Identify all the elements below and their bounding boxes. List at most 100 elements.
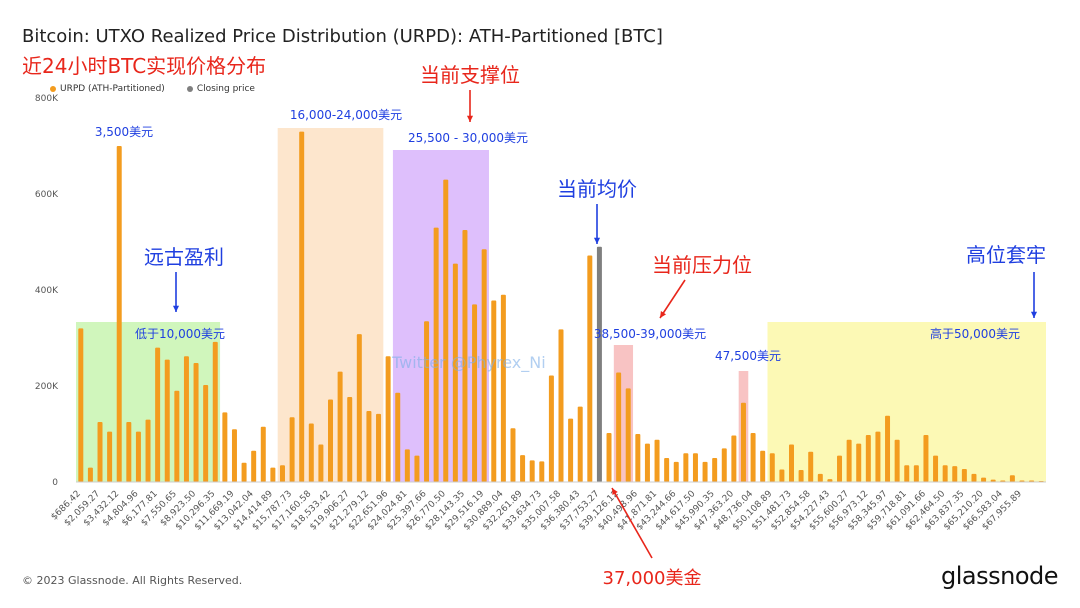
urpd-bar[interactable] (260, 426, 266, 482)
urpd-bar[interactable] (203, 385, 209, 482)
urpd-bar[interactable] (174, 390, 180, 482)
urpd-bar[interactable] (87, 467, 93, 482)
urpd-bar[interactable] (644, 443, 650, 482)
urpd-bar[interactable] (846, 439, 852, 482)
urpd-bar[interactable] (443, 179, 449, 482)
urpd-bar[interactable] (299, 131, 305, 482)
urpd-bar[interactable] (692, 453, 698, 482)
urpd-bar[interactable] (971, 473, 977, 482)
urpd-bar[interactable] (164, 359, 170, 482)
urpd-bar[interactable] (376, 413, 382, 482)
urpd-bar[interactable] (356, 334, 362, 482)
urpd-bar[interactable] (673, 461, 679, 482)
arrow-pressure-head (660, 311, 667, 318)
urpd-bar[interactable] (116, 146, 122, 482)
urpd-bar[interactable] (414, 455, 420, 482)
urpd-bar[interactable] (587, 255, 593, 482)
urpd-bar[interactable] (107, 431, 113, 482)
urpd-bar[interactable] (78, 328, 84, 482)
urpd-bar[interactable] (424, 321, 430, 482)
urpd-bar[interactable] (961, 469, 967, 482)
urpd-bar[interactable] (337, 371, 343, 482)
urpd-bar[interactable] (212, 341, 218, 482)
urpd-bar[interactable] (837, 455, 843, 482)
urpd-bar[interactable] (606, 433, 612, 482)
urpd-bar[interactable] (683, 453, 689, 482)
urpd-bar[interactable] (289, 417, 295, 482)
urpd-bar[interactable] (740, 402, 746, 482)
urpd-bar[interactable] (1009, 475, 1015, 482)
legend-item-closing[interactable]: Closing price (186, 84, 255, 94)
urpd-bar[interactable] (721, 448, 727, 482)
urpd-bar[interactable] (462, 230, 468, 482)
urpd-bar[interactable] (433, 227, 439, 482)
urpd-bar[interactable] (577, 406, 583, 482)
urpd-bar[interactable] (913, 465, 919, 482)
urpd-bar[interactable] (702, 461, 708, 482)
urpd-bar[interactable] (222, 412, 228, 482)
urpd-bar[interactable] (529, 460, 535, 482)
urpd-bar[interactable] (366, 410, 372, 482)
urpd-bar[interactable] (251, 450, 257, 482)
urpd-bar[interactable] (97, 422, 103, 482)
urpd-bar[interactable] (952, 466, 958, 482)
urpd-bar[interactable] (894, 439, 900, 482)
urpd-bar[interactable] (183, 356, 189, 482)
urpd-bar[interactable] (241, 462, 247, 482)
urpd-bar[interactable] (788, 444, 794, 482)
urpd-bar[interactable] (308, 423, 314, 482)
urpd-bar[interactable] (990, 479, 996, 482)
urpd-bar[interactable] (558, 329, 564, 482)
legend-item-urpd[interactable]: URPD (ATH-Partitioned) (50, 84, 165, 94)
urpd-bar[interactable] (452, 263, 458, 482)
urpd-bar[interactable] (779, 469, 785, 482)
urpd-bar[interactable] (712, 458, 718, 482)
urpd-bar[interactable] (750, 433, 756, 482)
urpd-bar[interactable] (491, 300, 497, 482)
urpd-bar[interactable] (635, 434, 641, 482)
urpd-bar[interactable] (904, 465, 910, 482)
urpd-bar[interactable] (155, 347, 161, 482)
urpd-bar[interactable] (664, 458, 670, 482)
closing-price-bar[interactable] (596, 246, 602, 482)
urpd-bar[interactable] (981, 477, 987, 482)
urpd-bar[interactable] (760, 450, 766, 482)
urpd-bar[interactable] (923, 434, 929, 482)
urpd-bar[interactable] (328, 399, 334, 482)
urpd-bar[interactable] (135, 431, 141, 482)
urpd-bar[interactable] (472, 304, 478, 482)
urpd-bar[interactable] (731, 435, 737, 482)
urpd-bar[interactable] (625, 388, 631, 482)
urpd-bar[interactable] (385, 356, 391, 482)
urpd-bar[interactable] (510, 428, 516, 482)
urpd-bar[interactable] (347, 397, 353, 482)
urpd-bar[interactable] (193, 362, 199, 482)
urpd-bar[interactable] (279, 465, 285, 482)
urpd-bar[interactable] (798, 470, 804, 482)
urpd-bar[interactable] (548, 375, 554, 482)
urpd-bar[interactable] (126, 422, 132, 482)
urpd-bar[interactable] (500, 294, 506, 482)
urpd-bar[interactable] (145, 419, 151, 482)
urpd-bar[interactable] (395, 392, 401, 482)
urpd-bar[interactable] (520, 455, 526, 482)
urpd-bar[interactable] (654, 439, 660, 482)
urpd-bar[interactable] (769, 453, 775, 482)
urpd-bar[interactable] (404, 449, 410, 482)
urpd-bar[interactable] (885, 415, 891, 482)
urpd-bar[interactable] (318, 444, 324, 482)
urpd-bar[interactable] (808, 451, 814, 482)
urpd-bar[interactable] (856, 443, 862, 482)
urpd-bar[interactable] (616, 372, 622, 482)
urpd-bar[interactable] (865, 434, 871, 482)
urpd-bar[interactable] (942, 465, 948, 482)
urpd-bar[interactable] (270, 467, 276, 482)
urpd-bar[interactable] (827, 479, 833, 482)
urpd-bar[interactable] (539, 461, 545, 482)
urpd-bar[interactable] (875, 431, 881, 482)
urpd-bar[interactable] (933, 455, 939, 482)
urpd-bar[interactable] (481, 249, 487, 482)
urpd-bar[interactable] (231, 429, 237, 482)
urpd-bar[interactable] (568, 418, 574, 482)
urpd-bar[interactable] (817, 473, 823, 482)
